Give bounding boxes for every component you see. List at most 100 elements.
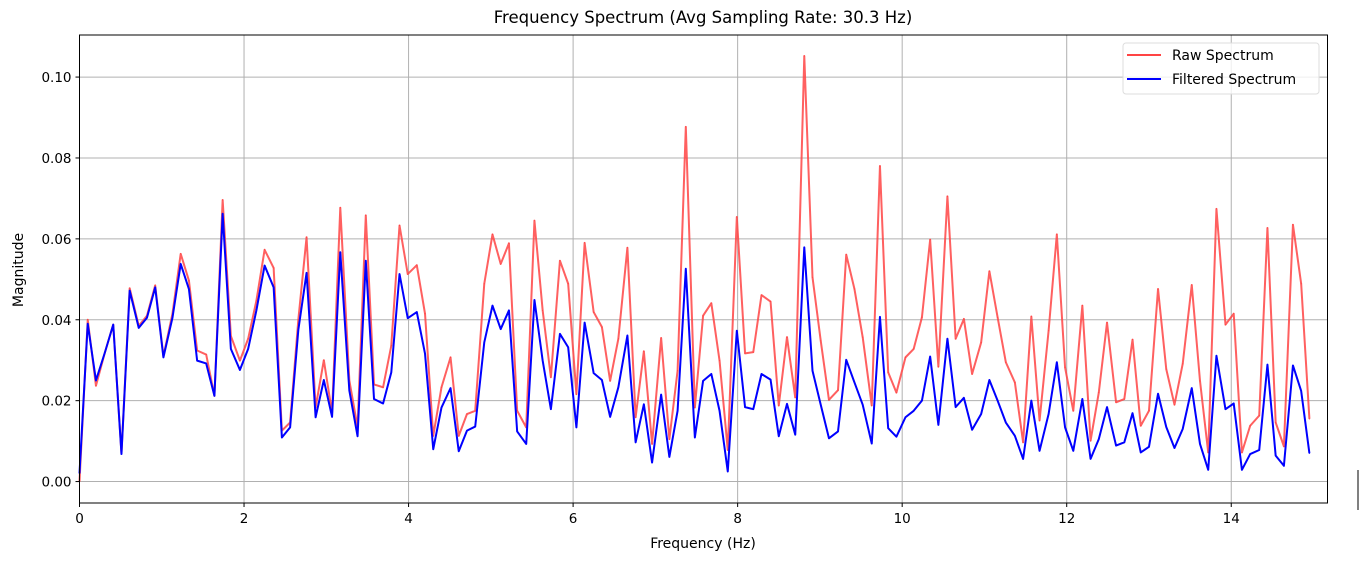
- data-point: [1292, 224, 1294, 226]
- data-point: [407, 273, 409, 275]
- data-point: [1249, 425, 1251, 427]
- data-point: [87, 323, 89, 325]
- data-point: [104, 351, 106, 353]
- data-point: [1038, 419, 1041, 422]
- data-point: [508, 242, 510, 244]
- data-point: [281, 436, 283, 439]
- data-point: [651, 461, 653, 464]
- data-point: [1165, 368, 1167, 370]
- legend-label-raw: Raw Spectrum: [1172, 48, 1274, 64]
- data-point: [668, 456, 670, 458]
- data-point: [609, 416, 611, 418]
- data-point: [643, 403, 645, 405]
- data-point: [424, 313, 426, 315]
- data-point: [845, 254, 847, 256]
- data-point: [1131, 338, 1134, 341]
- data-point: [1173, 404, 1176, 406]
- data-point: [331, 416, 333, 418]
- data-point: [188, 288, 190, 290]
- data-point: [609, 380, 611, 382]
- data-point: [1199, 443, 1201, 445]
- data-point: [500, 328, 502, 330]
- data-point: [963, 397, 965, 399]
- data-point: [702, 315, 704, 317]
- data-point: [1191, 387, 1193, 389]
- data-point: [458, 435, 460, 437]
- data-point: [1131, 412, 1134, 414]
- data-point: [348, 389, 350, 392]
- data-point: [255, 300, 257, 302]
- data-point: [516, 430, 518, 433]
- data-point: [1249, 453, 1251, 455]
- data-point: [1106, 406, 1108, 408]
- data-point: [542, 309, 544, 312]
- data-point: [95, 379, 97, 382]
- data-point: [305, 272, 308, 274]
- data-point: [913, 348, 915, 350]
- data-point: [1241, 451, 1243, 454]
- data-point: [1275, 455, 1277, 457]
- data-point: [937, 366, 939, 368]
- data-point: [289, 426, 291, 428]
- data-point: [297, 319, 299, 321]
- data-point: [980, 341, 982, 344]
- data-point: [1182, 428, 1184, 430]
- data-point: [786, 403, 788, 405]
- data-point: [273, 267, 275, 269]
- data-point: [1014, 435, 1016, 437]
- data-point: [525, 443, 527, 445]
- data-point: [1215, 208, 1218, 210]
- data-point: [820, 340, 822, 342]
- data-point: [382, 402, 384, 405]
- data-point: [871, 404, 873, 407]
- data-point: [239, 369, 241, 371]
- data-point: [811, 276, 814, 278]
- data-point: [710, 373, 712, 375]
- data-point: [1140, 425, 1142, 427]
- data-point: [718, 410, 721, 412]
- data-point: [339, 207, 341, 209]
- data-point: [913, 410, 915, 412]
- data-point: [466, 413, 468, 415]
- x-tick-label: 0: [75, 511, 84, 527]
- data-point: [516, 410, 518, 412]
- data-point: [1064, 426, 1066, 428]
- data-point: [466, 429, 468, 432]
- data-point: [794, 396, 796, 399]
- data-point: [694, 406, 696, 409]
- data-point: [676, 370, 679, 372]
- data-point: [778, 404, 780, 407]
- data-point: [1157, 393, 1159, 395]
- y-axis-label: Magnitude: [11, 233, 27, 307]
- data-point: [946, 195, 949, 197]
- data-point: [365, 260, 367, 262]
- data-point: [533, 299, 536, 301]
- data-point: [222, 199, 224, 201]
- x-tick-label: 12: [1058, 511, 1075, 527]
- data-point: [997, 316, 999, 318]
- data-point: [559, 333, 561, 335]
- data-point: [626, 247, 629, 249]
- data-point: [904, 356, 907, 358]
- data-point: [146, 317, 148, 319]
- data-point: [635, 441, 637, 443]
- data-point: [980, 413, 982, 415]
- data-point: [710, 302, 712, 304]
- data-point: [1005, 421, 1007, 424]
- data-point: [491, 305, 494, 307]
- data-point: [550, 408, 552, 410]
- data-point: [1308, 452, 1311, 454]
- data-point: [1056, 233, 1058, 236]
- x-axis-ticks: 0 2 4 6 8 10 12 14: [75, 503, 1240, 527]
- x-tick-label: 8: [733, 511, 742, 527]
- data-point: [205, 362, 207, 365]
- data-point: [449, 356, 452, 358]
- data-point: [718, 360, 721, 362]
- data-point: [154, 286, 156, 289]
- data-point: [87, 319, 89, 321]
- data-point: [760, 294, 763, 296]
- x-tick-label: 2: [240, 511, 249, 527]
- data-point: [491, 233, 494, 236]
- data-point: [239, 360, 241, 362]
